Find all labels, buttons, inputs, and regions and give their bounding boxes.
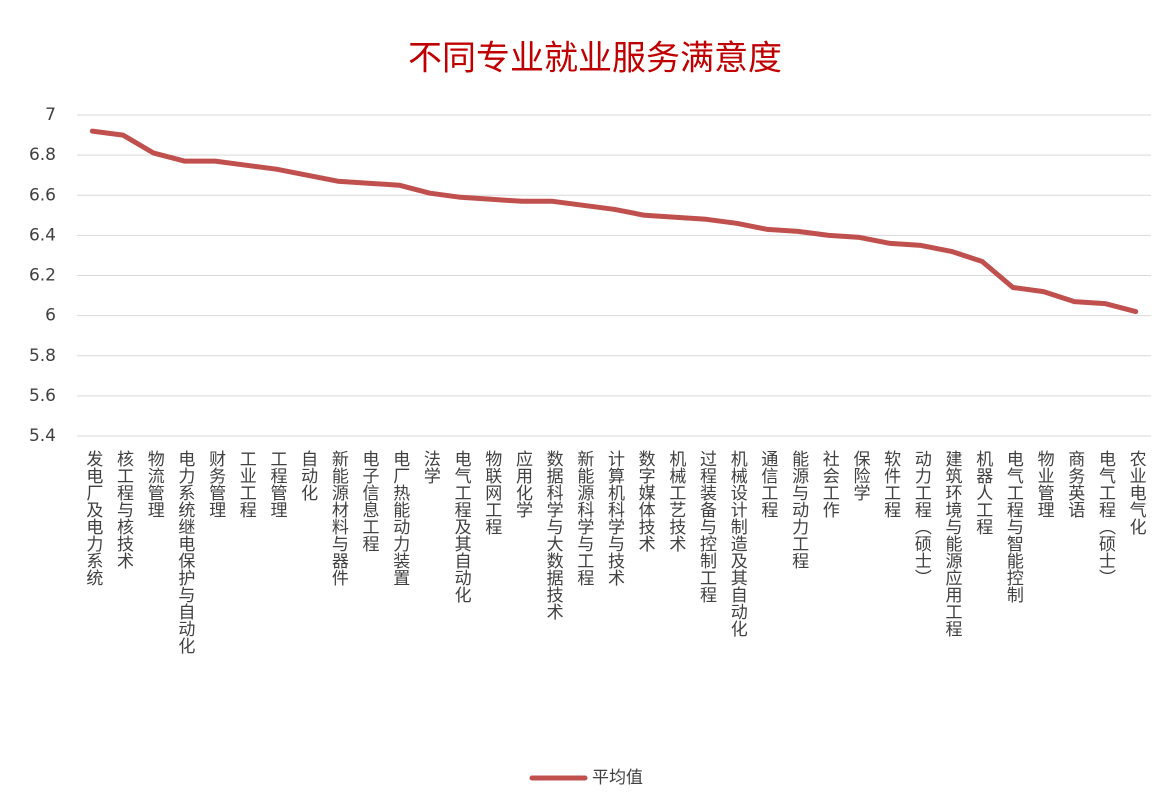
x-tick-label: 物流管理 [144, 450, 165, 518]
x-tick-label: 动力工程（硕士） [911, 450, 932, 586]
y-tick-label: 5.8 [29, 346, 56, 366]
x-tick-label: 电气工程及其自动化 [451, 450, 472, 603]
x-tick-label: 数据科学与大数据技术 [543, 450, 564, 620]
x-tick-label: 发电厂及电力系统 [82, 450, 103, 586]
x-tick-label: 软件工程 [880, 450, 901, 518]
x-tick-label: 数字媒体技术 [635, 450, 656, 552]
legend-label: 平均值 [592, 768, 643, 788]
y-tick-label: 5.4 [29, 426, 56, 446]
x-tick-label: 电子信息工程 [359, 450, 380, 552]
x-tick-label: 电力系统继电保护与自动化 [174, 450, 195, 654]
x-tick-label: 社会工作 [819, 450, 840, 518]
x-tick-label: 机械设计制造及其自动化 [727, 450, 748, 637]
y-tick-label: 6.2 [29, 266, 56, 286]
y-tick-label: 7 [45, 105, 56, 125]
y-tick-label: 6.4 [29, 225, 56, 245]
x-tick-label: 机械工艺技术 [665, 450, 686, 552]
x-tick-label: 电厂热能动力装置 [389, 450, 410, 586]
x-tick-label: 自动化 [297, 450, 318, 501]
x-tick-label: 保险学 [849, 450, 870, 501]
y-tick-label: 5.6 [29, 386, 56, 406]
x-tick-label: 物业管理 [1034, 450, 1055, 518]
x-tick-label: 农业电气化 [1126, 450, 1147, 535]
y-tick-label: 6 [45, 306, 56, 326]
x-tick-label: 建筑环境与能源应用工程 [942, 450, 963, 637]
x-tick-label: 能源与动力工程 [788, 450, 809, 569]
series-line [89, 128, 1139, 315]
x-tick-label: 工程管理 [266, 450, 287, 518]
x-tick-label: 通信工程 [757, 450, 778, 518]
x-tick-label: 核工程与核技术 [113, 450, 133, 569]
y-tick-label: 6.6 [29, 185, 56, 205]
x-tick-label: 计算机科学与技术 [604, 450, 625, 586]
x-tick-label: 法学 [420, 450, 441, 484]
chart-title: 不同专业就业服务满意度 [408, 39, 782, 79]
x-tick-label: 机器人工程 [972, 450, 993, 535]
x-tick-label: 电气工程（硕士） [1095, 450, 1116, 586]
y-tick-label: 6.8 [29, 145, 56, 165]
x-tick-label: 过程装备与控制工程 [696, 450, 717, 603]
x-tick-label: 新能源材料与器件 [328, 450, 349, 586]
x-tick-label: 电气工程与智能控制 [1003, 450, 1024, 603]
x-tick-label: 新能源科学与工程 [573, 450, 594, 586]
x-tick-label: 物联网工程 [481, 450, 502, 535]
x-tick-label: 应用化学 [512, 450, 533, 518]
x-tick-label: 商务英语 [1064, 450, 1085, 518]
x-tick-label: 财务管理 [205, 450, 226, 518]
x-tick-label: 工业工程 [236, 450, 257, 518]
